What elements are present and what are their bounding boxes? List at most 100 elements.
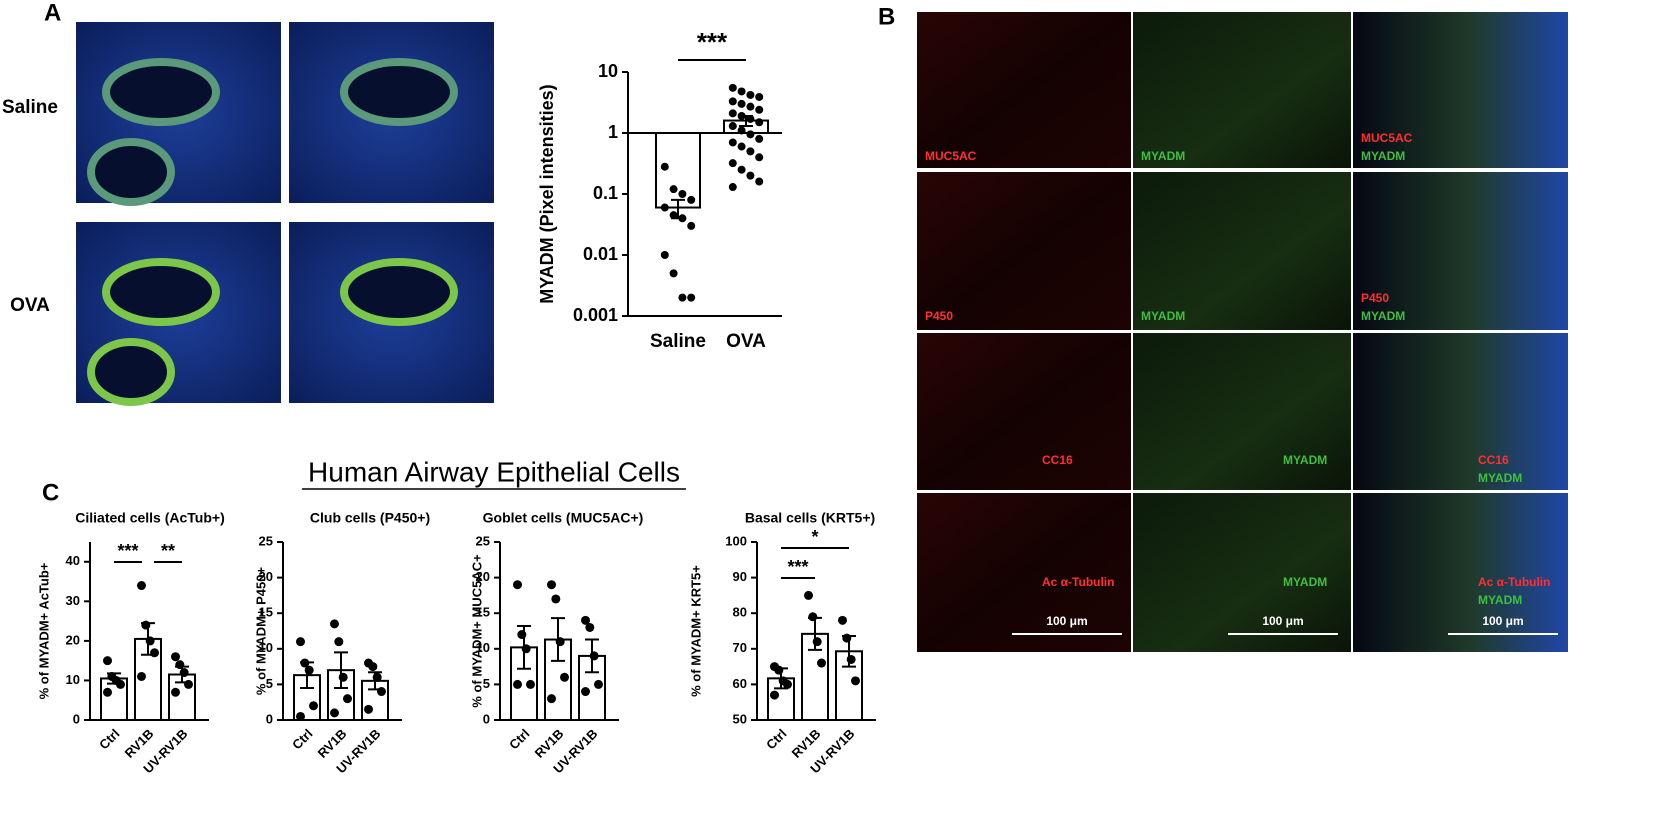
data-point (296, 637, 305, 647)
data-point (343, 694, 352, 704)
airway (340, 258, 458, 326)
section-heading: Human Airway Epithelial Cells (308, 456, 680, 487)
y-tick-label: 5 (266, 676, 273, 691)
airway (102, 58, 220, 126)
data-point (141, 620, 151, 630)
channel-label: MYADM (1478, 471, 1522, 485)
x-tick-label: Ctrl (506, 726, 532, 752)
channel-label: CC16 (1478, 453, 1509, 467)
y-tick-label: 0 (73, 711, 80, 726)
data-point (309, 701, 318, 711)
data-point (737, 142, 746, 151)
data-point (560, 672, 569, 682)
bar (655, 132, 701, 209)
data-point (517, 630, 527, 640)
data-point (581, 687, 590, 697)
y-tick-label: 20 (259, 569, 273, 584)
data-point (774, 665, 784, 675)
data-point (585, 622, 595, 632)
data-point (737, 165, 746, 174)
significance-label: ** (161, 541, 175, 561)
error-bar (334, 651, 348, 689)
data-point (728, 109, 737, 118)
data-point (521, 644, 531, 654)
micrograph (917, 493, 1131, 652)
panel-label: C (42, 479, 59, 506)
data-point (300, 658, 310, 668)
x-tick-label: Saline (650, 331, 706, 352)
significance-label: *** (787, 557, 808, 577)
data-point (846, 654, 856, 664)
y-tick-label: 10 (259, 640, 273, 655)
y-tick-label: 10 (476, 640, 490, 655)
scale-bar-label: 100 μm (1262, 614, 1303, 628)
y-tick-label: 100 (725, 533, 747, 548)
y-axis-label: MYADM (Pixel intensities) (537, 84, 557, 303)
data-point (526, 679, 535, 689)
data-point (746, 114, 755, 123)
data-point (330, 708, 339, 718)
data-point (296, 711, 305, 721)
y-tick-label: 10 (66, 672, 80, 687)
data-point (687, 195, 696, 204)
data-point (547, 694, 556, 704)
data-point (755, 92, 764, 101)
panel-label: B (878, 3, 895, 30)
data-point (851, 676, 860, 686)
y-tick-label: 20 (66, 632, 80, 647)
y-axis-label: % of MYADM+ P450+ (253, 567, 268, 696)
data-point (737, 111, 746, 120)
data-point (513, 580, 522, 590)
airway (340, 58, 458, 126)
micrograph (1133, 172, 1351, 330)
data-point (669, 269, 678, 278)
y-tick-label: 0 (483, 711, 490, 726)
data-point (755, 134, 764, 143)
y-tick-label: 0.01 (583, 244, 618, 264)
x-tick-label: Ctrl (763, 726, 789, 752)
channel-label: MYADM (1141, 149, 1185, 163)
micrograph (917, 12, 1131, 168)
y-tick-label: 15 (259, 605, 273, 620)
data-point (678, 293, 687, 302)
data-point (737, 126, 746, 135)
y-tick-label: 0.1 (593, 183, 618, 203)
y-tick-label: 5 (483, 676, 490, 691)
data-point (755, 105, 764, 114)
chart-title: Goblet cells (MUC5AC+) (483, 510, 644, 526)
y-tick-label: 70 (733, 640, 747, 655)
y-tick-label: 25 (476, 533, 490, 548)
data-point (547, 580, 556, 590)
airway (102, 258, 220, 326)
micrograph (1133, 12, 1351, 168)
y-axis-label: % of MYADM+ KRT5+ (688, 565, 703, 697)
data-point (330, 619, 339, 629)
channel-label: Ac α-Tubulin (1042, 575, 1114, 589)
data-point (746, 147, 755, 156)
data-point (817, 658, 826, 668)
scale-bar-label: 100 μm (1046, 614, 1087, 628)
channel-label: MYADM (1283, 453, 1327, 467)
data-point (555, 637, 565, 647)
micrographs: MUC5AC MYADM MUC5AC MYADM P450 MYADM P450 MYADM… (76, 12, 1568, 652)
data-point (842, 633, 852, 643)
significance-label: * (811, 527, 818, 547)
data-point (103, 687, 112, 697)
data-point (728, 138, 737, 147)
channel-label: CC16 (1042, 453, 1073, 467)
data-point (594, 679, 603, 689)
data-point (103, 656, 112, 666)
data-point (334, 637, 344, 647)
data-point (137, 581, 146, 591)
data-point (660, 203, 669, 212)
data-point (812, 637, 822, 647)
y-tick-label: 20 (476, 569, 490, 584)
micrograph (1133, 493, 1351, 652)
data-point (179, 668, 189, 678)
data-point (678, 190, 687, 198)
row-label: Saline (2, 97, 58, 118)
channel-label: MUC5AC (925, 149, 977, 163)
data-point (728, 97, 737, 106)
micrograph (1353, 172, 1568, 330)
